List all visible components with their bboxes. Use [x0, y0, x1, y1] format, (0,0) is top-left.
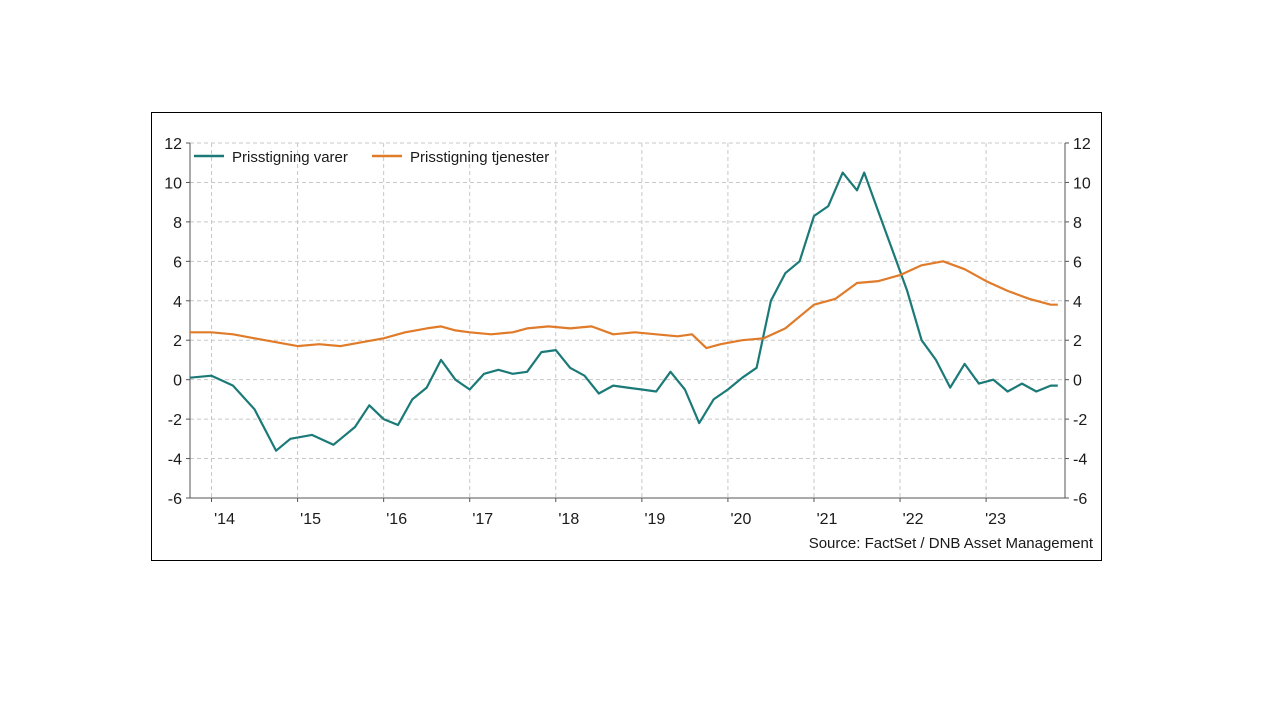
y-axis-right: -6 -4 -2 0 2 4 6 8 10 12 — [1065, 136, 1091, 508]
x-tick-label: '19 — [644, 511, 665, 528]
x-tick-label: '23 — [985, 511, 1006, 528]
y-tick-label-left: 8 — [173, 215, 182, 232]
x-tick-label: '14 — [214, 511, 235, 528]
chart-frame: -6 -4 -2 0 2 4 6 8 10 12 -6 -4 -2 0 2 4 6 8 10 12 '14'15'1… — [151, 112, 1102, 561]
y-tick-label-right: -2 — [1073, 412, 1087, 429]
x-tick-label: '22 — [903, 511, 924, 528]
y-tick-label-left: 0 — [173, 373, 182, 390]
y-tick-label-right: 2 — [1073, 333, 1082, 350]
x-tick-label: '20 — [731, 511, 752, 528]
series-line-1 — [189, 171, 1058, 452]
y-axis-left: -6 -4 -2 0 2 4 6 8 10 12 — [164, 136, 190, 508]
x-tick-label: '16 — [386, 511, 407, 528]
y-tick-label-left: 4 — [173, 294, 182, 311]
y-tick-label-right: 10 — [1073, 175, 1091, 192]
y-tick-label-left: -2 — [168, 412, 182, 429]
series-line-2 — [190, 260, 1058, 350]
y-tick-label-left: 10 — [164, 175, 182, 192]
y-tick-label-right: 4 — [1073, 294, 1082, 311]
y-tick-label-right: -6 — [1073, 491, 1087, 508]
source-note: Source: FactSet / DNB Asset Management — [808, 535, 1093, 552]
y-tick-label-left: 12 — [164, 136, 182, 153]
y-tick-label-right: 12 — [1073, 136, 1091, 153]
y-tick-label-right: 8 — [1073, 215, 1082, 232]
y-tick-label-left: 2 — [173, 333, 182, 350]
y-tick-label-right: 6 — [1073, 254, 1082, 271]
y-tick-label-left: 6 — [173, 254, 182, 271]
y-tick-label-left: -4 — [168, 452, 182, 469]
series-group — [189, 171, 1058, 452]
y-tick-label-left: -6 — [168, 491, 182, 508]
legend: Prisstigning varer Prisstigning tjenester — [194, 149, 549, 166]
y-tick-label-right: 0 — [1073, 373, 1082, 390]
x-tick-label: '17 — [472, 511, 493, 528]
y-tick-label-right: -4 — [1073, 452, 1087, 469]
legend-label-1: Prisstigning varer — [232, 149, 348, 166]
x-tick-label: '18 — [558, 511, 579, 528]
x-tick-label: '15 — [300, 511, 321, 528]
x-tick-label: '21 — [817, 511, 838, 528]
legend-label-2: Prisstigning tjenester — [410, 149, 549, 166]
x-axis: '14 '15 '16 '17 '18 '19 '20 '21 '22 '23 — [211, 498, 1006, 528]
grid — [189, 142, 1066, 499]
